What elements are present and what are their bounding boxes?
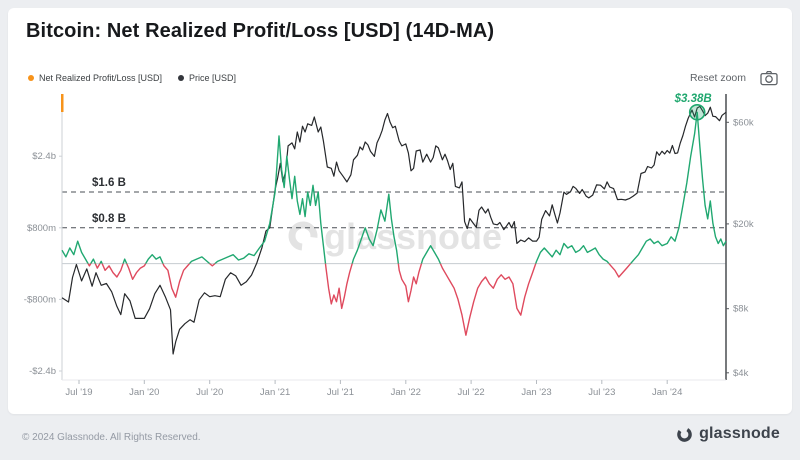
- chart-canvas[interactable]: glassnode $1.6 B $0.8 B $2.4b $800m -$800m -$…: [14, 92, 786, 410]
- chart-svg[interactable]: glassnode $1.6 B $0.8 B $2.4b $800m -$800m -$…: [14, 92, 786, 410]
- price-series-dot-icon: [178, 75, 185, 81]
- svg-text:Jul '23: Jul '23: [588, 387, 615, 398]
- svg-text:Jan '21: Jan '21: [260, 387, 290, 398]
- legend-label-nrpl: Net Realized Profit/Loss [USD]: [39, 73, 163, 83]
- reference-line-label: $1.6 B: [92, 177, 126, 189]
- glassnode-wordmark: glassnode: [699, 425, 780, 442]
- glassnode-logo: glassnode: [676, 425, 780, 443]
- svg-text:glassnode: glassnode: [324, 216, 502, 257]
- svg-text:Jan '23: Jan '23: [521, 387, 551, 398]
- svg-text:Jul '22: Jul '22: [458, 387, 485, 398]
- reference-line-label: $0.8 B: [92, 213, 126, 225]
- peak-label: $3.38B: [674, 93, 712, 105]
- svg-text:Jan '24: Jan '24: [652, 387, 682, 398]
- legend-item-net-realized-profit-loss[interactable]: Net Realized Profit/Loss [USD]: [28, 73, 162, 83]
- left-axis-accent: [61, 94, 64, 112]
- svg-text:Jan '22: Jan '22: [391, 387, 421, 398]
- screenshot-button[interactable]: [760, 70, 778, 86]
- svg-text:Jul '20: Jul '20: [196, 387, 223, 398]
- svg-text:Jan '20: Jan '20: [129, 387, 159, 398]
- nrpl-line-positive: [61, 111, 727, 264]
- peak-marker: [688, 103, 706, 121]
- price-line: [61, 105, 727, 355]
- svg-text:$60k: $60k: [733, 117, 754, 128]
- legend-item-price[interactable]: Price [USD]: [178, 73, 236, 83]
- x-axis-labels: Jul '19 Jan '20 Jul '20 Jan '21 Jul '21 Jan '…: [65, 380, 682, 398]
- chart-card: Bitcoin: Net Realized Profit/Loss [USD] …: [8, 8, 792, 414]
- svg-text:Jul '21: Jul '21: [327, 387, 354, 398]
- nrpl-line-negative: [87, 263, 632, 336]
- svg-text:-$800m: -$800m: [24, 294, 56, 305]
- svg-text:$8k: $8k: [733, 304, 749, 315]
- glassnode-mark-icon: [677, 426, 692, 442]
- left-axis-labels: $2.4b $800m -$800m -$2.4b: [24, 151, 62, 377]
- chart-legend: Net Realized Profit/Loss [USD] Price [US…: [28, 70, 778, 86]
- nrpl-series-dot-icon: [28, 75, 34, 81]
- camera-icon: [760, 70, 778, 86]
- footer-copyright: © 2024 Glassnode. All Rights Reserved.: [22, 432, 201, 443]
- svg-text:-$2.4b: -$2.4b: [29, 366, 56, 377]
- legend-label-price: Price [USD]: [189, 73, 237, 83]
- svg-text:$2.4b: $2.4b: [32, 151, 56, 162]
- right-axis-labels: $60k $20k $8k $4k: [726, 117, 754, 379]
- svg-text:$800m: $800m: [27, 223, 56, 234]
- svg-text:$4k: $4k: [733, 368, 749, 379]
- svg-text:Jul '19: Jul '19: [65, 387, 92, 398]
- page-title: Bitcoin: Net Realized Profit/Loss [USD] …: [26, 20, 495, 42]
- reset-zoom-button[interactable]: Reset zoom: [689, 72, 746, 84]
- svg-text:$20k: $20k: [733, 219, 754, 230]
